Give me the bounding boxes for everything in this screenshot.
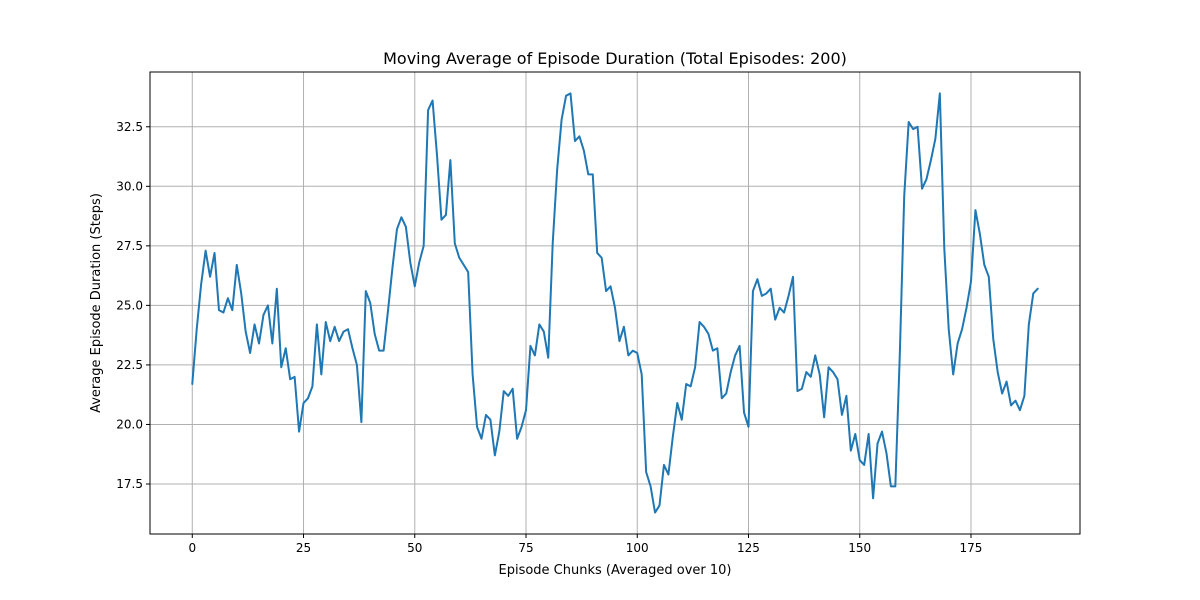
plot-frame: [149, 71, 1081, 535]
x-tick-label: 75: [518, 541, 533, 555]
y-tick-label: 20.0: [116, 417, 143, 431]
x-tick-label: 50: [407, 541, 422, 555]
series-line: [191, 92, 1039, 514]
grid-layer: [150, 72, 1080, 534]
y-tick-label: 30.0: [116, 179, 143, 193]
y-tick-label: 17.5: [116, 477, 143, 491]
x-tick-label: 100: [626, 541, 649, 555]
x-tick-label: 150: [848, 541, 871, 555]
y-axis: 17.5 20.0 22.5 25.0 27.5 30.0 32.5: [116, 120, 150, 491]
y-tick-label: 25.0: [116, 298, 143, 312]
x-axis-label: Episode Chunks (Averaged over 10): [499, 563, 732, 578]
chart-title: Moving Average of Episode Duration (Tota…: [383, 49, 847, 68]
y-axis-label: Average Episode Duration (Steps): [89, 193, 104, 413]
y-tick-label: 22.5: [116, 358, 143, 372]
x-tick-label: 125: [737, 541, 760, 555]
x-tick-label: 25: [296, 541, 311, 555]
x-tick-label: 175: [960, 541, 983, 555]
y-tick-label: 32.5: [116, 120, 143, 134]
x-axis: 0 25 50 75 100 125 150 175: [188, 534, 982, 555]
y-tick-label: 27.5: [116, 239, 143, 253]
x-tick-label: 0: [188, 541, 196, 555]
